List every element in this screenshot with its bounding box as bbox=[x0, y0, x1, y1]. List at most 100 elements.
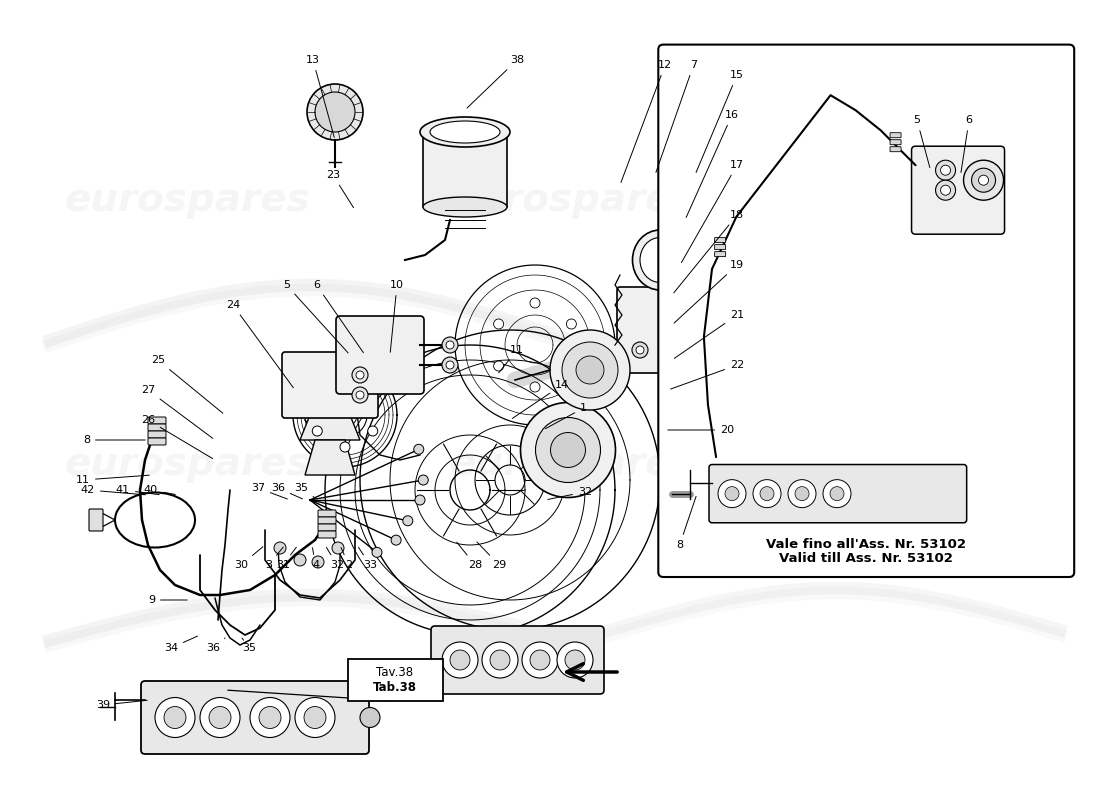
Circle shape bbox=[372, 547, 382, 558]
Circle shape bbox=[450, 650, 470, 670]
Text: 30: 30 bbox=[234, 546, 263, 570]
Text: 15: 15 bbox=[696, 70, 744, 173]
Text: 14: 14 bbox=[513, 380, 569, 418]
Circle shape bbox=[312, 426, 322, 436]
Text: 37: 37 bbox=[251, 483, 287, 499]
Circle shape bbox=[367, 394, 377, 404]
Text: 18: 18 bbox=[674, 210, 744, 293]
Text: 27: 27 bbox=[141, 385, 212, 438]
Text: eurospares: eurospares bbox=[449, 445, 695, 483]
Text: 12: 12 bbox=[621, 60, 672, 182]
Circle shape bbox=[352, 367, 368, 383]
Circle shape bbox=[315, 92, 355, 132]
FancyBboxPatch shape bbox=[148, 417, 166, 424]
Circle shape bbox=[442, 357, 458, 373]
Circle shape bbox=[312, 394, 322, 404]
Circle shape bbox=[566, 319, 576, 329]
Circle shape bbox=[200, 698, 240, 738]
Circle shape bbox=[312, 556, 324, 568]
Text: 9: 9 bbox=[147, 595, 187, 605]
Text: 38: 38 bbox=[468, 55, 524, 108]
Circle shape bbox=[356, 391, 364, 399]
Circle shape bbox=[754, 480, 781, 508]
Circle shape bbox=[352, 387, 368, 403]
Circle shape bbox=[274, 542, 286, 554]
Text: 1: 1 bbox=[546, 403, 587, 429]
Circle shape bbox=[557, 642, 593, 678]
Circle shape bbox=[659, 209, 671, 221]
Circle shape bbox=[482, 642, 518, 678]
Circle shape bbox=[442, 337, 458, 353]
Circle shape bbox=[304, 706, 326, 729]
Circle shape bbox=[522, 642, 558, 678]
Circle shape bbox=[632, 342, 648, 358]
Text: 25: 25 bbox=[151, 355, 223, 414]
Circle shape bbox=[550, 330, 630, 410]
Circle shape bbox=[414, 444, 424, 454]
Text: 7: 7 bbox=[656, 60, 697, 172]
Circle shape bbox=[446, 361, 454, 369]
FancyBboxPatch shape bbox=[658, 45, 1075, 577]
Ellipse shape bbox=[430, 121, 500, 143]
Circle shape bbox=[676, 346, 684, 354]
Circle shape bbox=[935, 160, 956, 180]
Circle shape bbox=[155, 698, 195, 738]
Circle shape bbox=[307, 84, 363, 140]
Circle shape bbox=[403, 516, 412, 526]
Circle shape bbox=[725, 486, 739, 501]
Text: 28: 28 bbox=[456, 542, 482, 570]
Circle shape bbox=[392, 535, 402, 545]
FancyBboxPatch shape bbox=[318, 531, 336, 538]
Text: 29: 29 bbox=[477, 542, 506, 570]
Text: 4: 4 bbox=[312, 548, 319, 570]
FancyBboxPatch shape bbox=[710, 465, 967, 522]
Text: 32: 32 bbox=[327, 547, 344, 570]
FancyBboxPatch shape bbox=[148, 424, 166, 431]
Circle shape bbox=[494, 361, 504, 371]
Circle shape bbox=[490, 650, 510, 670]
Circle shape bbox=[940, 166, 950, 175]
Circle shape bbox=[940, 186, 950, 195]
Text: 20: 20 bbox=[668, 425, 734, 435]
Ellipse shape bbox=[424, 197, 507, 217]
FancyBboxPatch shape bbox=[890, 146, 901, 152]
Text: 17: 17 bbox=[681, 160, 744, 262]
Circle shape bbox=[760, 486, 774, 501]
Circle shape bbox=[788, 480, 816, 508]
Circle shape bbox=[672, 342, 688, 358]
Ellipse shape bbox=[420, 117, 510, 147]
FancyBboxPatch shape bbox=[148, 438, 166, 445]
Ellipse shape bbox=[520, 402, 616, 498]
Circle shape bbox=[258, 706, 280, 729]
Text: 8: 8 bbox=[676, 496, 696, 550]
Text: 21: 21 bbox=[674, 310, 744, 358]
Text: Vale fino all'Ass. Nr. 53102: Vale fino all'Ass. Nr. 53102 bbox=[767, 538, 966, 550]
Circle shape bbox=[494, 319, 504, 329]
FancyBboxPatch shape bbox=[715, 252, 726, 257]
FancyBboxPatch shape bbox=[890, 133, 901, 138]
Circle shape bbox=[415, 495, 425, 505]
Text: 16: 16 bbox=[686, 110, 739, 218]
Text: 8: 8 bbox=[82, 435, 145, 445]
Circle shape bbox=[979, 175, 989, 186]
Circle shape bbox=[935, 180, 956, 200]
FancyBboxPatch shape bbox=[348, 659, 442, 701]
FancyBboxPatch shape bbox=[890, 140, 901, 145]
Text: 26: 26 bbox=[141, 415, 212, 458]
FancyBboxPatch shape bbox=[148, 431, 166, 438]
Polygon shape bbox=[300, 415, 360, 440]
Circle shape bbox=[340, 442, 350, 452]
Text: 42: 42 bbox=[80, 485, 145, 495]
Circle shape bbox=[250, 698, 290, 738]
FancyBboxPatch shape bbox=[282, 352, 378, 418]
Text: 40: 40 bbox=[144, 485, 175, 495]
FancyBboxPatch shape bbox=[141, 681, 368, 754]
Circle shape bbox=[530, 298, 540, 308]
Circle shape bbox=[636, 346, 644, 354]
Text: 34: 34 bbox=[164, 636, 198, 653]
Ellipse shape bbox=[550, 433, 585, 467]
Text: 10: 10 bbox=[390, 280, 404, 352]
Circle shape bbox=[823, 480, 851, 508]
Text: Tab.38: Tab.38 bbox=[373, 681, 417, 694]
Text: 6: 6 bbox=[314, 280, 363, 353]
